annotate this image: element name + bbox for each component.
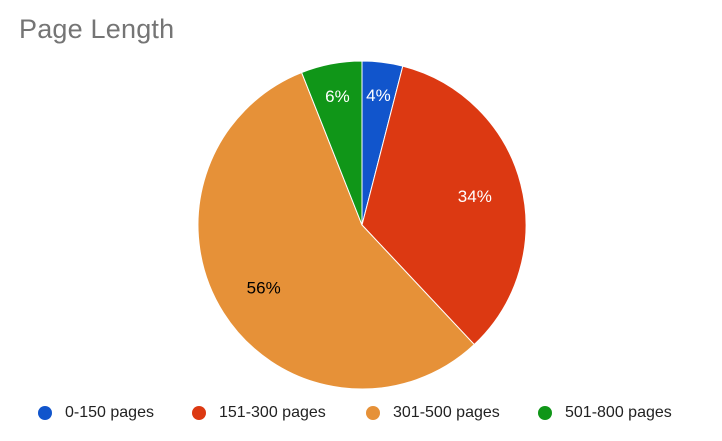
legend-item-0-150[interactable]: 0-150 pages (38, 400, 154, 426)
pie-label-501-800: 6% (325, 87, 350, 106)
pie-label-0-150: 4% (366, 86, 391, 105)
pie-slice-151-300[interactable] (361, 65, 527, 346)
legend-item-151-300[interactable]: 151-300 pages (192, 400, 326, 426)
legend-label-151-300: 151-300 pages (219, 404, 326, 421)
pie-slice-501-800[interactable] (300, 60, 363, 226)
legend-marker-0-150 (38, 406, 52, 420)
pie-slice-301-500[interactable] (197, 71, 475, 390)
legend-marker-301-500 (366, 406, 380, 420)
pie-chart: 4% 34% 56% 6% (197, 60, 527, 390)
pie-label-301-500: 56% (247, 278, 281, 297)
pie-slice-labels: 4% 34% 56% 6% (247, 86, 492, 298)
legend-item-301-500[interactable]: 301-500 pages (366, 400, 500, 426)
pie-label-151-300: 34% (458, 187, 492, 206)
legend-marker-151-300 (192, 406, 206, 420)
chart-legend: 0-150 pages 151-300 pages 301-500 pages … (0, 400, 722, 426)
pie-slices (197, 60, 527, 390)
legend-label-501-800: 501-800 pages (565, 404, 672, 421)
legend-label-301-500: 301-500 pages (393, 404, 500, 421)
legend-label-0-150: 0-150 pages (65, 404, 154, 421)
chart-title: Page Length (19, 14, 175, 44)
legend-item-501-800[interactable]: 501-800 pages (538, 400, 672, 426)
legend-marker-501-800 (538, 406, 552, 420)
